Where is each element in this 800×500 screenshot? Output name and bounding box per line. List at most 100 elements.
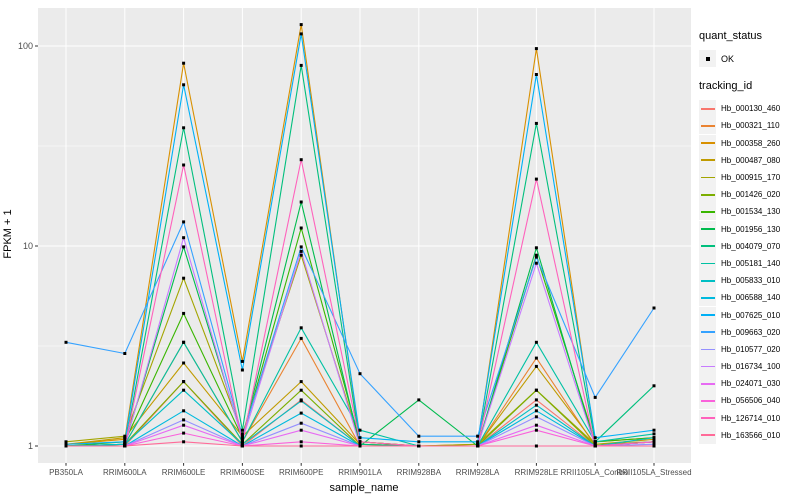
data-point <box>64 444 68 448</box>
legend-item-label: Hb_126714_010 <box>721 413 781 423</box>
data-point <box>534 398 538 402</box>
data-point <box>299 326 303 330</box>
data-point <box>182 388 186 392</box>
data-point <box>299 23 303 27</box>
legend-tracking-items: Hb_000130_460 Hb_000321_110 Hb_000358_260 H… <box>699 100 799 444</box>
legend-item-tracking: Hb_005181_140 <box>699 254 799 272</box>
data-point <box>534 415 538 419</box>
data-point <box>534 444 538 448</box>
data-point <box>358 372 362 376</box>
legend-key <box>699 50 716 68</box>
legend-spacer <box>699 67 799 80</box>
legend-item-label: Hb_016734_100 <box>721 362 781 372</box>
data-point <box>534 73 538 76</box>
data-point <box>182 236 186 240</box>
data-point <box>358 444 362 448</box>
line-symbol-icon <box>700 296 715 299</box>
data-point <box>64 440 68 444</box>
x-tick-label: PB350LA <box>49 468 83 477</box>
legend-item-tracking: Hb_000358_260 <box>699 134 799 152</box>
legend-key <box>699 254 716 272</box>
legend-item-label: Hb_009663_020 <box>721 327 781 337</box>
legend-key <box>699 358 716 376</box>
legend-key <box>699 220 716 238</box>
line-symbol-icon <box>700 434 715 437</box>
x-tick-label: RRIM600LE <box>161 468 206 477</box>
data-point <box>240 438 244 442</box>
line-symbol-icon <box>700 262 715 265</box>
data-point <box>299 388 303 392</box>
data-point <box>534 356 538 360</box>
legend-item-tracking: Hb_000487_080 <box>699 151 799 169</box>
line-symbol-icon <box>700 142 715 145</box>
data-point <box>299 245 303 249</box>
data-point <box>299 444 303 448</box>
legend-key <box>699 426 716 444</box>
data-point <box>123 434 127 438</box>
data-point <box>476 444 480 448</box>
x-tick-label: RRIM600SE <box>220 468 265 477</box>
legend-key <box>699 134 716 152</box>
line-symbol-icon <box>700 125 715 127</box>
legend-item-tracking: Hb_163566_010 <box>699 426 799 444</box>
legend-key <box>699 117 716 135</box>
legend-item-label: Hb_056506_040 <box>721 396 781 406</box>
data-point <box>182 440 186 444</box>
data-point <box>299 428 303 432</box>
legend-item-label: Hb_005181_140 <box>721 258 781 268</box>
line-symbol-icon <box>700 107 715 110</box>
data-point <box>240 428 244 432</box>
data-point <box>534 261 538 265</box>
data-point <box>182 61 186 65</box>
legend-item-tracking: Hb_001426_020 <box>699 186 799 204</box>
data-point <box>534 246 538 250</box>
x-axis-title: sample_name <box>329 482 399 494</box>
line-symbol-icon <box>700 382 715 385</box>
data-point <box>534 388 538 392</box>
data-point <box>299 226 303 230</box>
legend-key <box>699 306 716 324</box>
legend: quant_status OK tracking_id Hb_000130_46… <box>699 30 799 444</box>
legend-item-tracking: Hb_004079_070 <box>699 237 799 255</box>
legend-item-label: Hb_004079_070 <box>721 241 781 251</box>
data-point <box>476 440 480 444</box>
data-point <box>240 444 244 448</box>
data-point <box>534 428 538 432</box>
legend-item-label: Hb_000130_460 <box>721 104 781 114</box>
legend-item-label: Hb_001426_020 <box>721 190 781 200</box>
data-point <box>417 434 421 438</box>
line-symbol-icon <box>700 417 715 420</box>
x-tick-label: RRII105LA_Control <box>560 468 630 477</box>
data-point <box>299 399 303 403</box>
legend-key <box>699 272 716 290</box>
point-symbol-icon <box>705 56 710 61</box>
data-point <box>417 440 421 444</box>
legend-item-tracking: Hb_000130_460 <box>699 100 799 118</box>
legend-title-tracking-id: tracking_id <box>699 80 753 93</box>
legend-title-quant-status: quant_status <box>699 30 762 42</box>
data-point <box>240 359 244 363</box>
data-point <box>182 418 186 422</box>
line-symbol-icon <box>700 245 715 248</box>
data-point <box>534 409 538 413</box>
data-point <box>182 163 186 167</box>
data-point <box>534 423 538 427</box>
data-point <box>593 395 597 399</box>
y-tick-label: 10 <box>22 241 33 251</box>
legend-item-tracking: Hb_006588_140 <box>699 289 799 307</box>
data-point <box>182 423 186 427</box>
data-point <box>299 336 303 340</box>
data-point <box>299 380 303 384</box>
data-point <box>123 437 127 441</box>
data-point <box>240 434 244 438</box>
legend-item-label: Hb_163566_010 <box>721 430 781 440</box>
data-point <box>358 436 362 440</box>
data-point <box>652 432 656 436</box>
legend-key <box>699 340 716 358</box>
legend-key <box>699 409 716 427</box>
data-point <box>240 440 244 444</box>
data-point <box>123 444 127 448</box>
y-tick-label: 100 <box>17 41 33 51</box>
